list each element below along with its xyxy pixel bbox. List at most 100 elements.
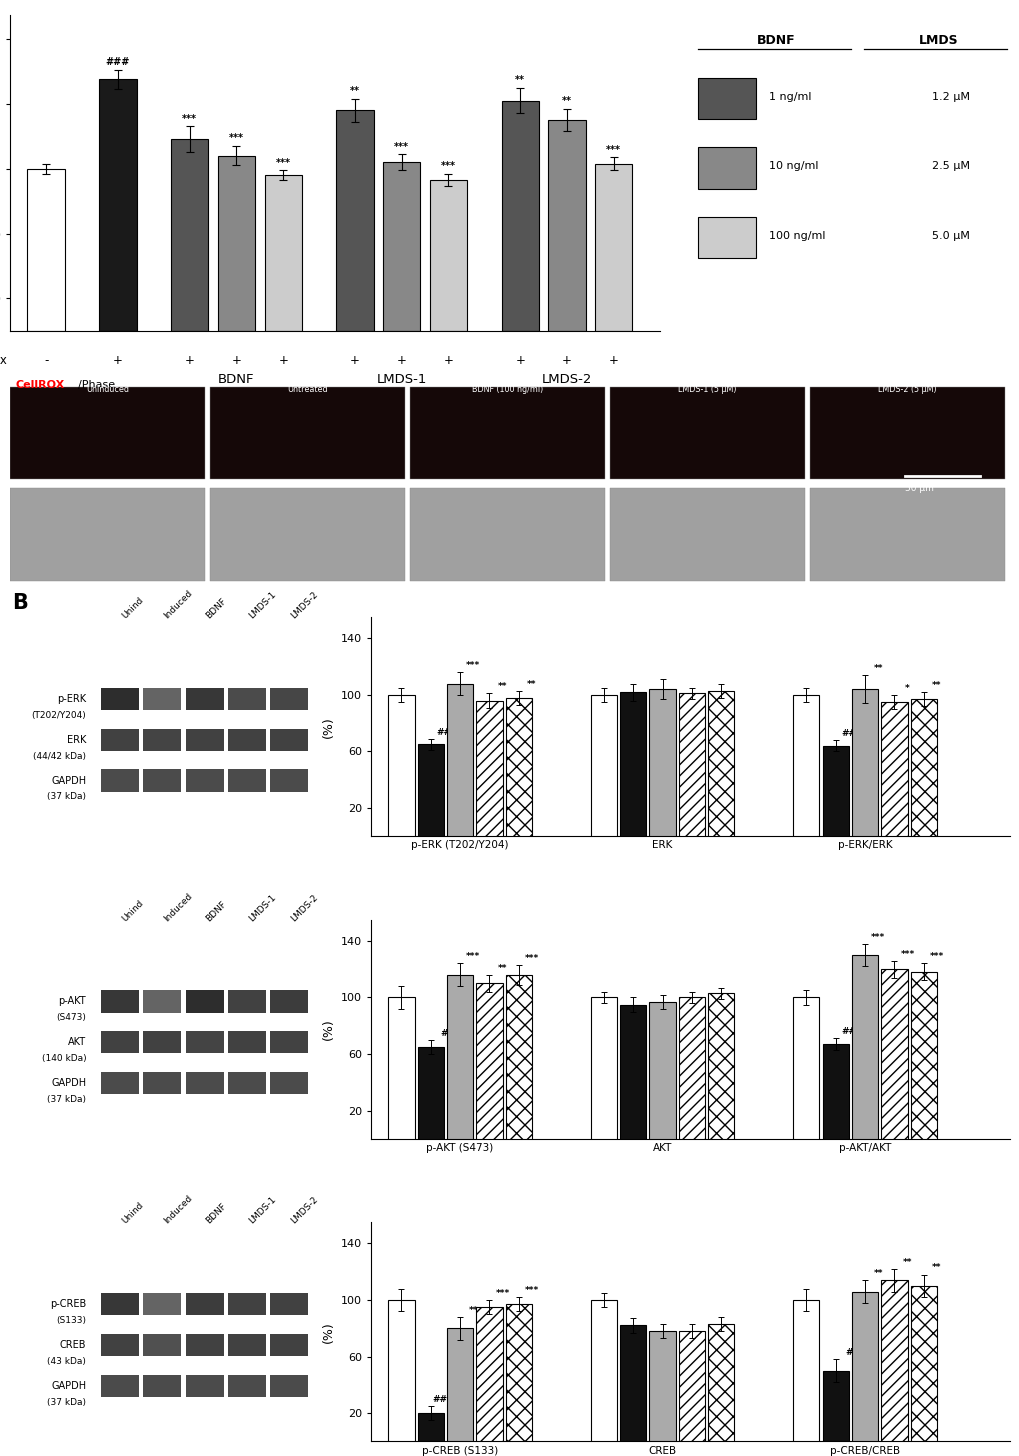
Bar [143, 1031, 181, 1054]
Text: -: - [44, 354, 48, 367]
Text: LMDS-1: LMDS-1 [247, 590, 277, 620]
Text: ##: ## [436, 728, 451, 737]
Text: Untreated: Untreated [287, 384, 327, 393]
Bar [185, 769, 223, 792]
Text: BDNF: BDNF [218, 373, 255, 386]
Text: LMDS-1: LMDS-1 [376, 373, 427, 386]
Bar [910, 699, 936, 836]
Bar [101, 1374, 139, 1396]
Text: (37 kDa): (37 kDa) [47, 1398, 87, 1406]
Text: (T202/Y204): (T202/Y204) [32, 711, 87, 719]
Bar [227, 769, 266, 792]
Text: Induced: Induced [162, 891, 194, 923]
Text: ##: ## [841, 1028, 856, 1037]
Bar [185, 1293, 223, 1315]
Bar [227, 728, 266, 751]
Y-axis label: (%): (%) [322, 716, 335, 738]
Bar [620, 1325, 646, 1441]
Bar [410, 387, 604, 479]
Bar [851, 689, 877, 836]
Text: ***: *** [466, 952, 480, 961]
Point [898, 467, 910, 485]
Bar [821, 1370, 848, 1441]
Bar [227, 1334, 266, 1356]
Text: 5.0 μM: 5.0 μM [931, 232, 969, 240]
Bar [143, 1072, 181, 1095]
Bar [678, 693, 704, 836]
Text: 1.2 μM: 1.2 μM [931, 92, 969, 102]
Bar [880, 1280, 907, 1441]
Bar [548, 119, 585, 331]
Text: /Phase: /Phase [78, 380, 115, 390]
Text: **: ** [527, 680, 536, 689]
Text: LMDS-2: LMDS-2 [288, 893, 319, 923]
Text: ***: *** [525, 1286, 539, 1294]
Bar [476, 983, 502, 1139]
Bar [227, 687, 266, 711]
Bar [185, 1031, 223, 1054]
Bar [101, 1334, 139, 1356]
Bar [336, 111, 373, 331]
Text: Dox: Dox [0, 354, 8, 367]
Bar [697, 217, 755, 258]
Text: **: ** [561, 96, 572, 106]
Text: #: # [845, 1348, 852, 1357]
Bar [227, 1031, 266, 1054]
Bar [185, 1072, 223, 1095]
Text: **: ** [902, 1258, 911, 1267]
Text: Induced: Induced [162, 1194, 194, 1226]
Bar [227, 1072, 266, 1095]
Point [844, 41, 856, 58]
Y-axis label: (%): (%) [322, 1321, 335, 1342]
Text: GAPDH: GAPDH [51, 776, 87, 786]
Text: B: B [12, 594, 29, 613]
Bar [270, 1374, 308, 1396]
Text: ***: *** [466, 661, 480, 670]
Bar [227, 1293, 266, 1315]
Bar [270, 687, 308, 711]
Text: 50 μm: 50 μm [904, 483, 932, 492]
Text: **: ** [350, 86, 360, 96]
Bar [476, 1307, 502, 1441]
Bar [28, 169, 65, 331]
Bar [270, 769, 308, 792]
Text: #: # [439, 1029, 447, 1038]
Bar [270, 1293, 308, 1315]
Bar [185, 1374, 223, 1396]
Bar [417, 744, 443, 836]
Bar [185, 1334, 223, 1356]
Bar [270, 990, 308, 1012]
Bar [793, 997, 818, 1139]
Bar [270, 1072, 308, 1095]
Bar [218, 156, 255, 331]
Text: ###: ### [106, 57, 130, 67]
Bar [270, 1031, 308, 1054]
Bar [101, 687, 139, 711]
Bar [446, 683, 473, 836]
Text: ERK: ERK [67, 735, 87, 744]
Bar [99, 80, 137, 331]
Text: 10 ng/ml: 10 ng/ml [768, 162, 818, 172]
Bar [10, 488, 205, 581]
Bar [429, 181, 467, 331]
Y-axis label: (%): (%) [322, 1018, 335, 1040]
Bar [446, 1328, 473, 1441]
Bar [143, 769, 181, 792]
Bar [270, 728, 308, 751]
Text: Unind: Unind [120, 1201, 145, 1226]
Text: 1 ng/ml: 1 ng/ml [768, 92, 811, 102]
Text: **: ** [497, 964, 506, 973]
Bar [101, 1072, 139, 1095]
Text: +: + [278, 354, 287, 367]
Bar [880, 702, 907, 836]
Bar [227, 1374, 266, 1396]
Text: +: + [561, 354, 572, 367]
Bar [707, 993, 734, 1139]
Bar [417, 1047, 443, 1139]
Bar [476, 700, 502, 836]
Bar [143, 1374, 181, 1396]
Text: ***: *** [870, 932, 884, 942]
Text: (37 kDa): (37 kDa) [47, 792, 87, 801]
Bar [649, 1002, 675, 1139]
Bar [264, 175, 302, 331]
